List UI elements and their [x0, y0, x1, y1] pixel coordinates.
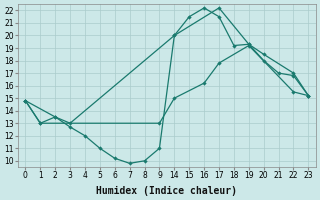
X-axis label: Humidex (Indice chaleur): Humidex (Indice chaleur) — [96, 186, 237, 196]
